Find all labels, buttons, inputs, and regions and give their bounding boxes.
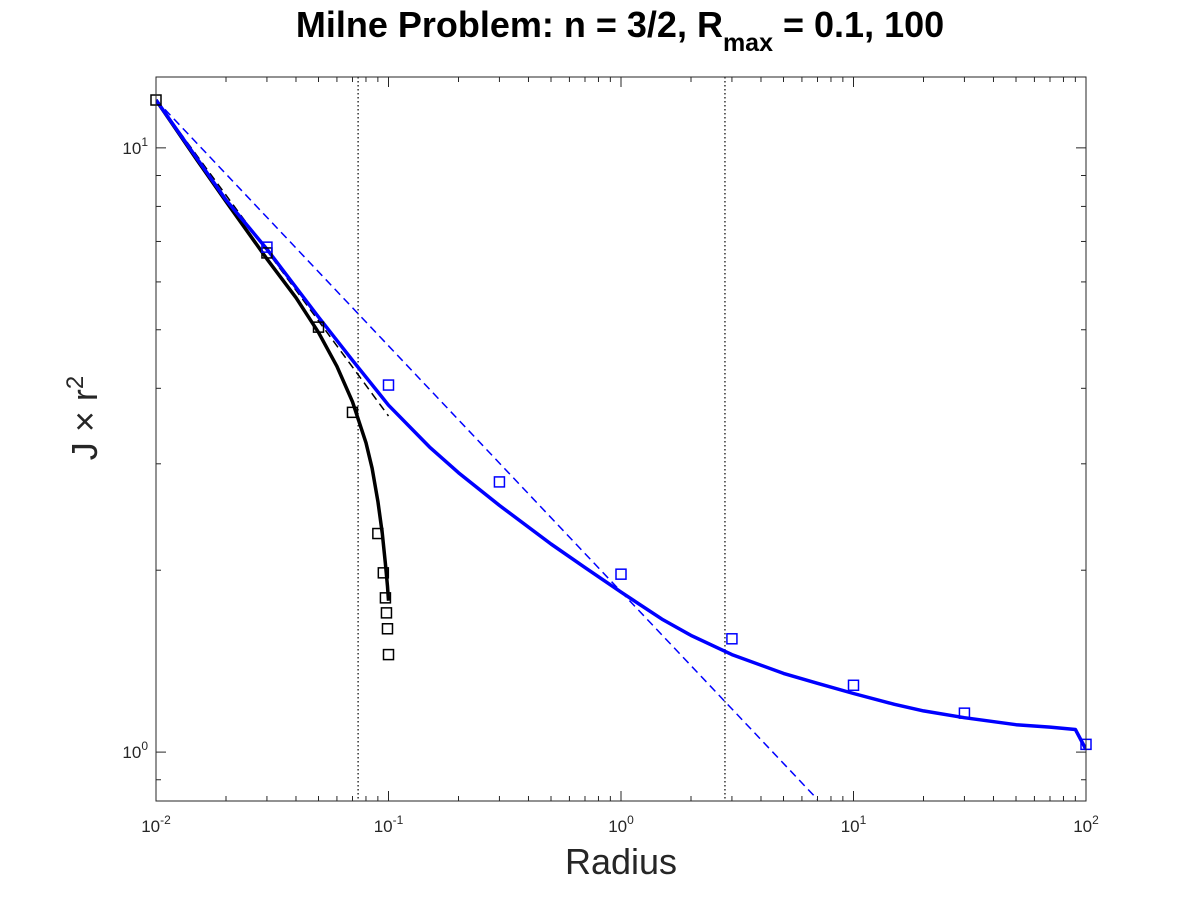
marker-series-2-point-7 bbox=[958, 707, 971, 719]
marker-series-1-point-10 bbox=[382, 648, 395, 661]
marker-series-1-point-5 bbox=[372, 527, 384, 540]
chart-title-suffix: = 0.1, 100 bbox=[773, 4, 944, 45]
y-axis-label-superscript: 2 bbox=[62, 376, 89, 389]
x-tick-label-5: 102 bbox=[1073, 813, 1099, 836]
y-tick-label-base: 10 bbox=[122, 139, 141, 158]
x-tick-label-base: 10 bbox=[608, 817, 627, 836]
x-tick-label-1: 10-2 bbox=[141, 813, 171, 836]
x-tick-label-4: 101 bbox=[841, 813, 867, 836]
marker-series-1-point-3 bbox=[312, 321, 325, 333]
x-axis-label: Radius bbox=[565, 841, 677, 882]
y-axis-label: J × r2 bbox=[62, 376, 105, 460]
y-tick-label-exponent: 1 bbox=[141, 135, 148, 149]
x-tick-label-exponent: 2 bbox=[1092, 813, 1099, 827]
x-tick-label-3: 100 bbox=[608, 813, 634, 836]
marker-series-1-point-6 bbox=[377, 567, 390, 579]
marker-series-2-point-5 bbox=[726, 633, 738, 645]
x-tick-label-base: 10 bbox=[374, 817, 393, 836]
marker-series-1-point-4 bbox=[346, 406, 359, 419]
chart-title-subscript: max bbox=[723, 29, 773, 57]
series-line-4 bbox=[156, 99, 819, 800]
y-tick-label-2: 101 bbox=[122, 135, 148, 158]
x-tick-label-exponent: 1 bbox=[860, 813, 867, 827]
marker-series-1-point-2 bbox=[261, 247, 273, 259]
x-tick-label-exponent: 0 bbox=[627, 813, 634, 827]
marker-series-1-point-9 bbox=[381, 623, 394, 635]
x-tick-label-base: 10 bbox=[1073, 817, 1092, 836]
x-tick-label-base: 10 bbox=[141, 817, 160, 836]
marker-series-2-point-4 bbox=[615, 568, 627, 580]
marker-series-1-point-8 bbox=[380, 607, 393, 619]
y-tick-label-base: 10 bbox=[122, 743, 141, 762]
y-tick-label-1: 100 bbox=[122, 739, 148, 762]
chart-title-main: Milne Problem: n = 3/2, R bbox=[296, 4, 723, 45]
marker-series-2-point-6 bbox=[847, 679, 860, 692]
marker-series-2-point-2 bbox=[382, 379, 395, 391]
y-tick-label-exponent: 0 bbox=[141, 739, 148, 753]
series-line-1 bbox=[156, 99, 391, 601]
chart-title: Milne Problem: n = 3/2, Rmax = 0.1, 100 bbox=[296, 4, 944, 57]
plot-area bbox=[150, 77, 1092, 801]
x-tick-label-2: 10-1 bbox=[374, 813, 404, 836]
x-tick-label-exponent: -2 bbox=[160, 813, 171, 827]
marker-series-2-point-1 bbox=[261, 241, 273, 253]
marker-series-2-point-3 bbox=[493, 476, 506, 488]
x-tick-label-base: 10 bbox=[841, 817, 860, 836]
x-tick-label-exponent: -1 bbox=[393, 813, 404, 827]
marker-series-1-point-7 bbox=[379, 592, 392, 604]
y-axis-label-main: J × r bbox=[64, 389, 105, 460]
